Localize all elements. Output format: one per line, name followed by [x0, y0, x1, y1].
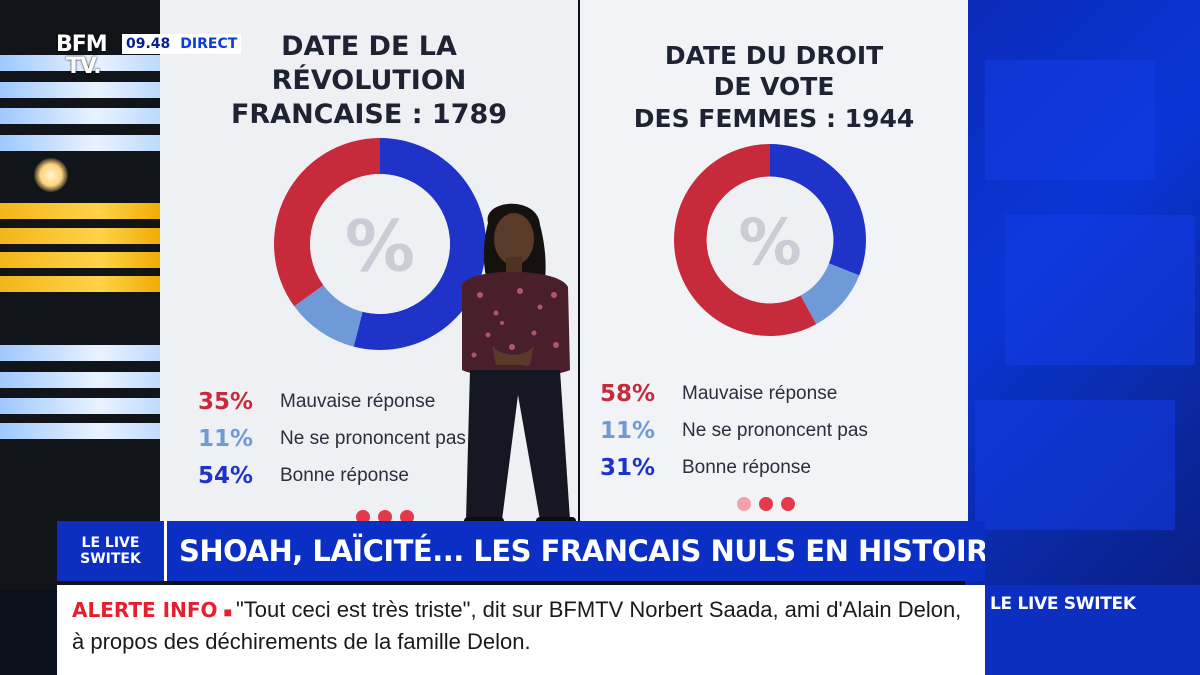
donut-slice	[353, 138, 486, 350]
pagination-dot	[781, 497, 795, 511]
panel-title: DATE DE LA RÉVOLUTION FRANCAISE : 1789	[160, 30, 578, 131]
screen-panel	[1005, 215, 1195, 365]
time-badge: 09.48 DIRECT	[122, 34, 242, 54]
legend: 58% Mauvaise réponse 11% Ne se prononcen…	[600, 375, 868, 486]
studio-right-screen	[965, 0, 1200, 590]
legend-row-no-opinion: 11% Ne se prononcent pas	[198, 420, 466, 457]
headline-text: SHOAH, LAÏCITÉ... LES FRANCAIS NULS EN H…	[167, 521, 985, 581]
bfmtv-logo: BFM TV.	[52, 32, 122, 82]
legend-percent: 54%	[198, 462, 254, 489]
light-stripe	[0, 135, 160, 151]
legend-label: Ne se prononcent pas	[280, 427, 466, 449]
presenter-face	[494, 213, 534, 265]
light-stripe	[0, 423, 165, 439]
light-stripe	[0, 108, 160, 124]
legend-percent: 11%	[600, 417, 656, 444]
pagination-dot	[759, 497, 773, 511]
legend-percent: 35%	[198, 388, 254, 415]
studio-lamp	[34, 158, 68, 192]
presenter-trousers	[466, 370, 570, 520]
donut-slice	[274, 138, 380, 307]
presenter-neck	[506, 257, 522, 273]
legend-label: Mauvaise réponse	[280, 390, 436, 412]
show-tag-line: SWITEK	[80, 551, 141, 567]
legend-row-wrong: 58% Mauvaise réponse	[600, 375, 868, 412]
yellow-stripe	[0, 276, 165, 292]
logo-line: TV.	[66, 54, 102, 79]
light-stripe	[0, 82, 160, 98]
pagination-dot	[378, 510, 392, 524]
yellow-stripe	[0, 228, 165, 244]
alert-square-icon: ■	[223, 604, 236, 620]
show-tag-line: LE LIVE	[81, 534, 140, 551]
donut-slice	[800, 263, 860, 325]
studio-left-wall	[0, 0, 170, 590]
percent-symbol: %	[738, 206, 801, 279]
legend-row-right: 54% Bonne réponse	[198, 457, 466, 494]
headline-bar: LE LIVE SWITEK SHOAH, LAÏCITÉ... LES FRA…	[57, 521, 985, 581]
legend-percent: 11%	[198, 425, 254, 452]
light-stripe	[0, 345, 165, 361]
poll-panel-women-vote: DATE DU DROIT DE VOTE DES FEMMES : 1944 …	[580, 0, 968, 530]
title-line: DE VOTE	[713, 72, 835, 102]
title-line: DES FEMMES : 1944	[633, 103, 915, 133]
pagination-dot	[400, 510, 414, 524]
title-line: DATE DU DROIT	[664, 41, 884, 70]
live-label: DIRECT	[180, 36, 238, 52]
legend-percent: 58%	[600, 380, 656, 407]
title-line: DATE DE LA	[281, 31, 457, 62]
legend-row-wrong: 35% Mauvaise réponse	[198, 383, 466, 420]
yellow-stripe	[0, 203, 165, 219]
legend-percent: 31%	[600, 454, 656, 481]
donut-slice	[294, 285, 363, 347]
light-stripe	[0, 372, 165, 388]
pagination-dots	[356, 510, 414, 524]
presenter	[462, 203, 576, 527]
legend-label: Ne se prononcent pas	[682, 419, 868, 441]
title-line: RÉVOLUTION	[271, 64, 467, 96]
donut-center	[706, 176, 834, 304]
title-line: FRANCAISE : 1789	[230, 98, 508, 130]
show-tag: LE LIVE SWITEK	[57, 521, 167, 581]
ticker-side-panel: LE LIVE SWITEK	[985, 585, 1200, 675]
presenter-hands	[492, 345, 534, 365]
legend: 35% Mauvaise réponse 11% Ne se prononcen…	[198, 383, 466, 494]
legend-label: Bonne réponse	[280, 464, 409, 486]
light-stripe	[0, 55, 160, 71]
alert-label: ALERTE INFO	[72, 598, 218, 622]
screen-panel	[985, 60, 1155, 180]
pagination-dots	[737, 497, 795, 511]
ticker-text-block: ALERTE INFO ■ "Tout ceci est très triste…	[72, 595, 977, 656]
presenter-blouse	[462, 271, 570, 377]
clock-time: 09.48	[126, 36, 171, 52]
yellow-stripe	[0, 252, 165, 268]
pagination-dot	[356, 510, 370, 524]
show-name-label: LE LIVE SWITEK	[990, 594, 1136, 614]
donut-chart: %	[274, 138, 486, 350]
logo-line: BFM	[56, 32, 108, 57]
percent-symbol: %	[345, 206, 415, 288]
legend-label: Bonne réponse	[682, 456, 811, 478]
news-ticker: ALERTE INFO ■ "Tout ceci est très triste…	[57, 585, 985, 675]
ticker-text: "Tout ceci est très triste", dit sur BFM…	[72, 597, 962, 654]
panel-title: DATE DU DROIT DE VOTE DES FEMMES : 1944	[580, 40, 968, 134]
donut-center	[310, 174, 450, 314]
donut-slice	[674, 144, 817, 336]
donut-chart: %	[674, 144, 866, 336]
legend-row-no-opinion: 11% Ne se prononcent pas	[600, 412, 868, 449]
legend-label: Mauvaise réponse	[682, 382, 838, 404]
pagination-dot	[737, 497, 751, 511]
legend-row-right: 31% Bonne réponse	[600, 449, 868, 486]
light-stripe	[0, 398, 165, 414]
screen-panel	[975, 400, 1175, 530]
donut-slice	[770, 144, 866, 276]
